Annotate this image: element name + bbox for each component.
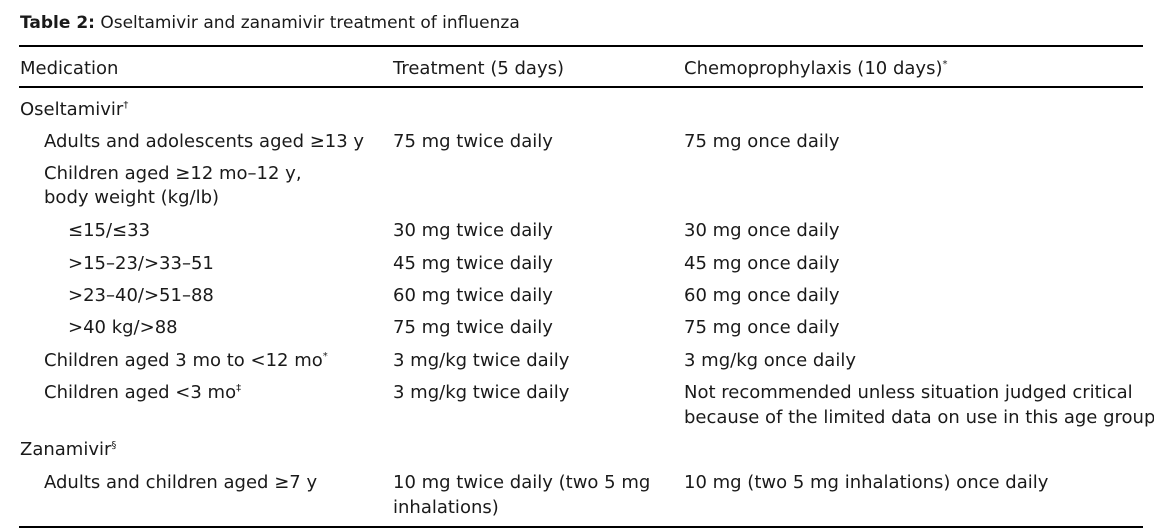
row-children-3mo-footnote-mark: * [322, 351, 328, 362]
table-caption-text: Oseltamivir and zanamivir treatment of i… [100, 13, 520, 33]
row-adults-chemo: 75 mg once daily [684, 131, 840, 152]
zanamivir-heading: Zanamivir§ [20, 437, 116, 462]
oseltamivir-footnote-mark: † [123, 100, 129, 111]
row-children-3mo-text: Children aged 3 mo to <12 mo [44, 350, 323, 371]
row-adults-treatment: 75 mg twice daily [393, 131, 553, 152]
row-children-lt3mo-label: Children aged <3 mo‡ [44, 380, 241, 405]
row-children-lt3mo-treatment: 3 mg/kg twice daily [393, 382, 570, 403]
bottom-rule [19, 526, 1143, 528]
header-chemoprophylaxis: Chemoprophylaxis (10 days)* [684, 56, 947, 81]
zanamivir-label: Zanamivir [20, 439, 112, 460]
header-chemo-footnote-mark: * [942, 59, 948, 70]
weight-row-3-treatment: 60 mg twice daily [393, 285, 553, 306]
weight-row-3-chemo: 60 mg once daily [684, 285, 840, 306]
row-children-lt3mo-chemo-line1: Not recommended unless situation judged … [684, 382, 1133, 403]
top-rule [19, 45, 1143, 47]
weight-row-4-chemo: 75 mg once daily [684, 317, 840, 338]
children-weight-header-line2: body weight (kg/lb) [44, 187, 220, 208]
oseltamivir-label: Oseltamivir [20, 99, 124, 120]
row-children-lt3mo-footnote-mark: ‡ [236, 383, 242, 394]
weight-row-2-label: >15–23/>33–51 [68, 253, 214, 274]
row-children-3mo-treatment: 3 mg/kg twice daily [393, 350, 570, 371]
row-adults-label: Adults and adolescents aged ≥13 y [44, 131, 365, 152]
weight-row-2-treatment: 45 mg twice daily [393, 253, 553, 274]
weight-row-3-label: >23–40/>51–88 [68, 285, 214, 306]
row-children-lt3mo-text: Children aged <3 mo [44, 382, 237, 403]
table-caption: Table 2: Oseltamivir and zanamivir treat… [20, 13, 520, 33]
children-weight-header-line1: Children aged ≥12 mo–12 y, [44, 163, 302, 184]
header-medication: Medication [20, 58, 119, 79]
weight-row-4-label: >40 kg/>88 [68, 317, 178, 338]
row-children-3mo-chemo: 3 mg/kg once daily [684, 350, 856, 371]
row-zanamivir-chemo: 10 mg (two 5 mg inhalations) once daily [684, 472, 1049, 493]
row-zanamivir-treatment-line1: 10 mg twice daily (two 5 mg [393, 472, 651, 493]
weight-row-1-treatment: 30 mg twice daily [393, 220, 553, 241]
row-children-lt3mo-chemo-line2: because of the limited data on use in th… [684, 407, 1154, 428]
weight-row-4-treatment: 75 mg twice daily [393, 317, 553, 338]
weight-row-1-chemo: 30 mg once daily [684, 220, 840, 241]
zanamivir-footnote-mark: § [111, 440, 117, 451]
header-chemo-text: Chemoprophylaxis (10 days) [684, 58, 943, 79]
table-caption-label: Table 2: [20, 13, 95, 33]
weight-row-1-label: ≤15/≤33 [68, 220, 151, 241]
row-zanamivir-treatment-line2: inhalations) [393, 497, 499, 518]
weight-row-2-chemo: 45 mg once daily [684, 253, 840, 274]
header-treatment: Treatment (5 days) [393, 58, 565, 79]
row-children-3mo-label: Children aged 3 mo to <12 mo* [44, 348, 328, 373]
header-rule [19, 86, 1143, 88]
oseltamivir-heading: Oseltamivir† [20, 97, 128, 122]
row-zanamivir-adults-label: Adults and children aged ≥7 y [44, 472, 318, 493]
